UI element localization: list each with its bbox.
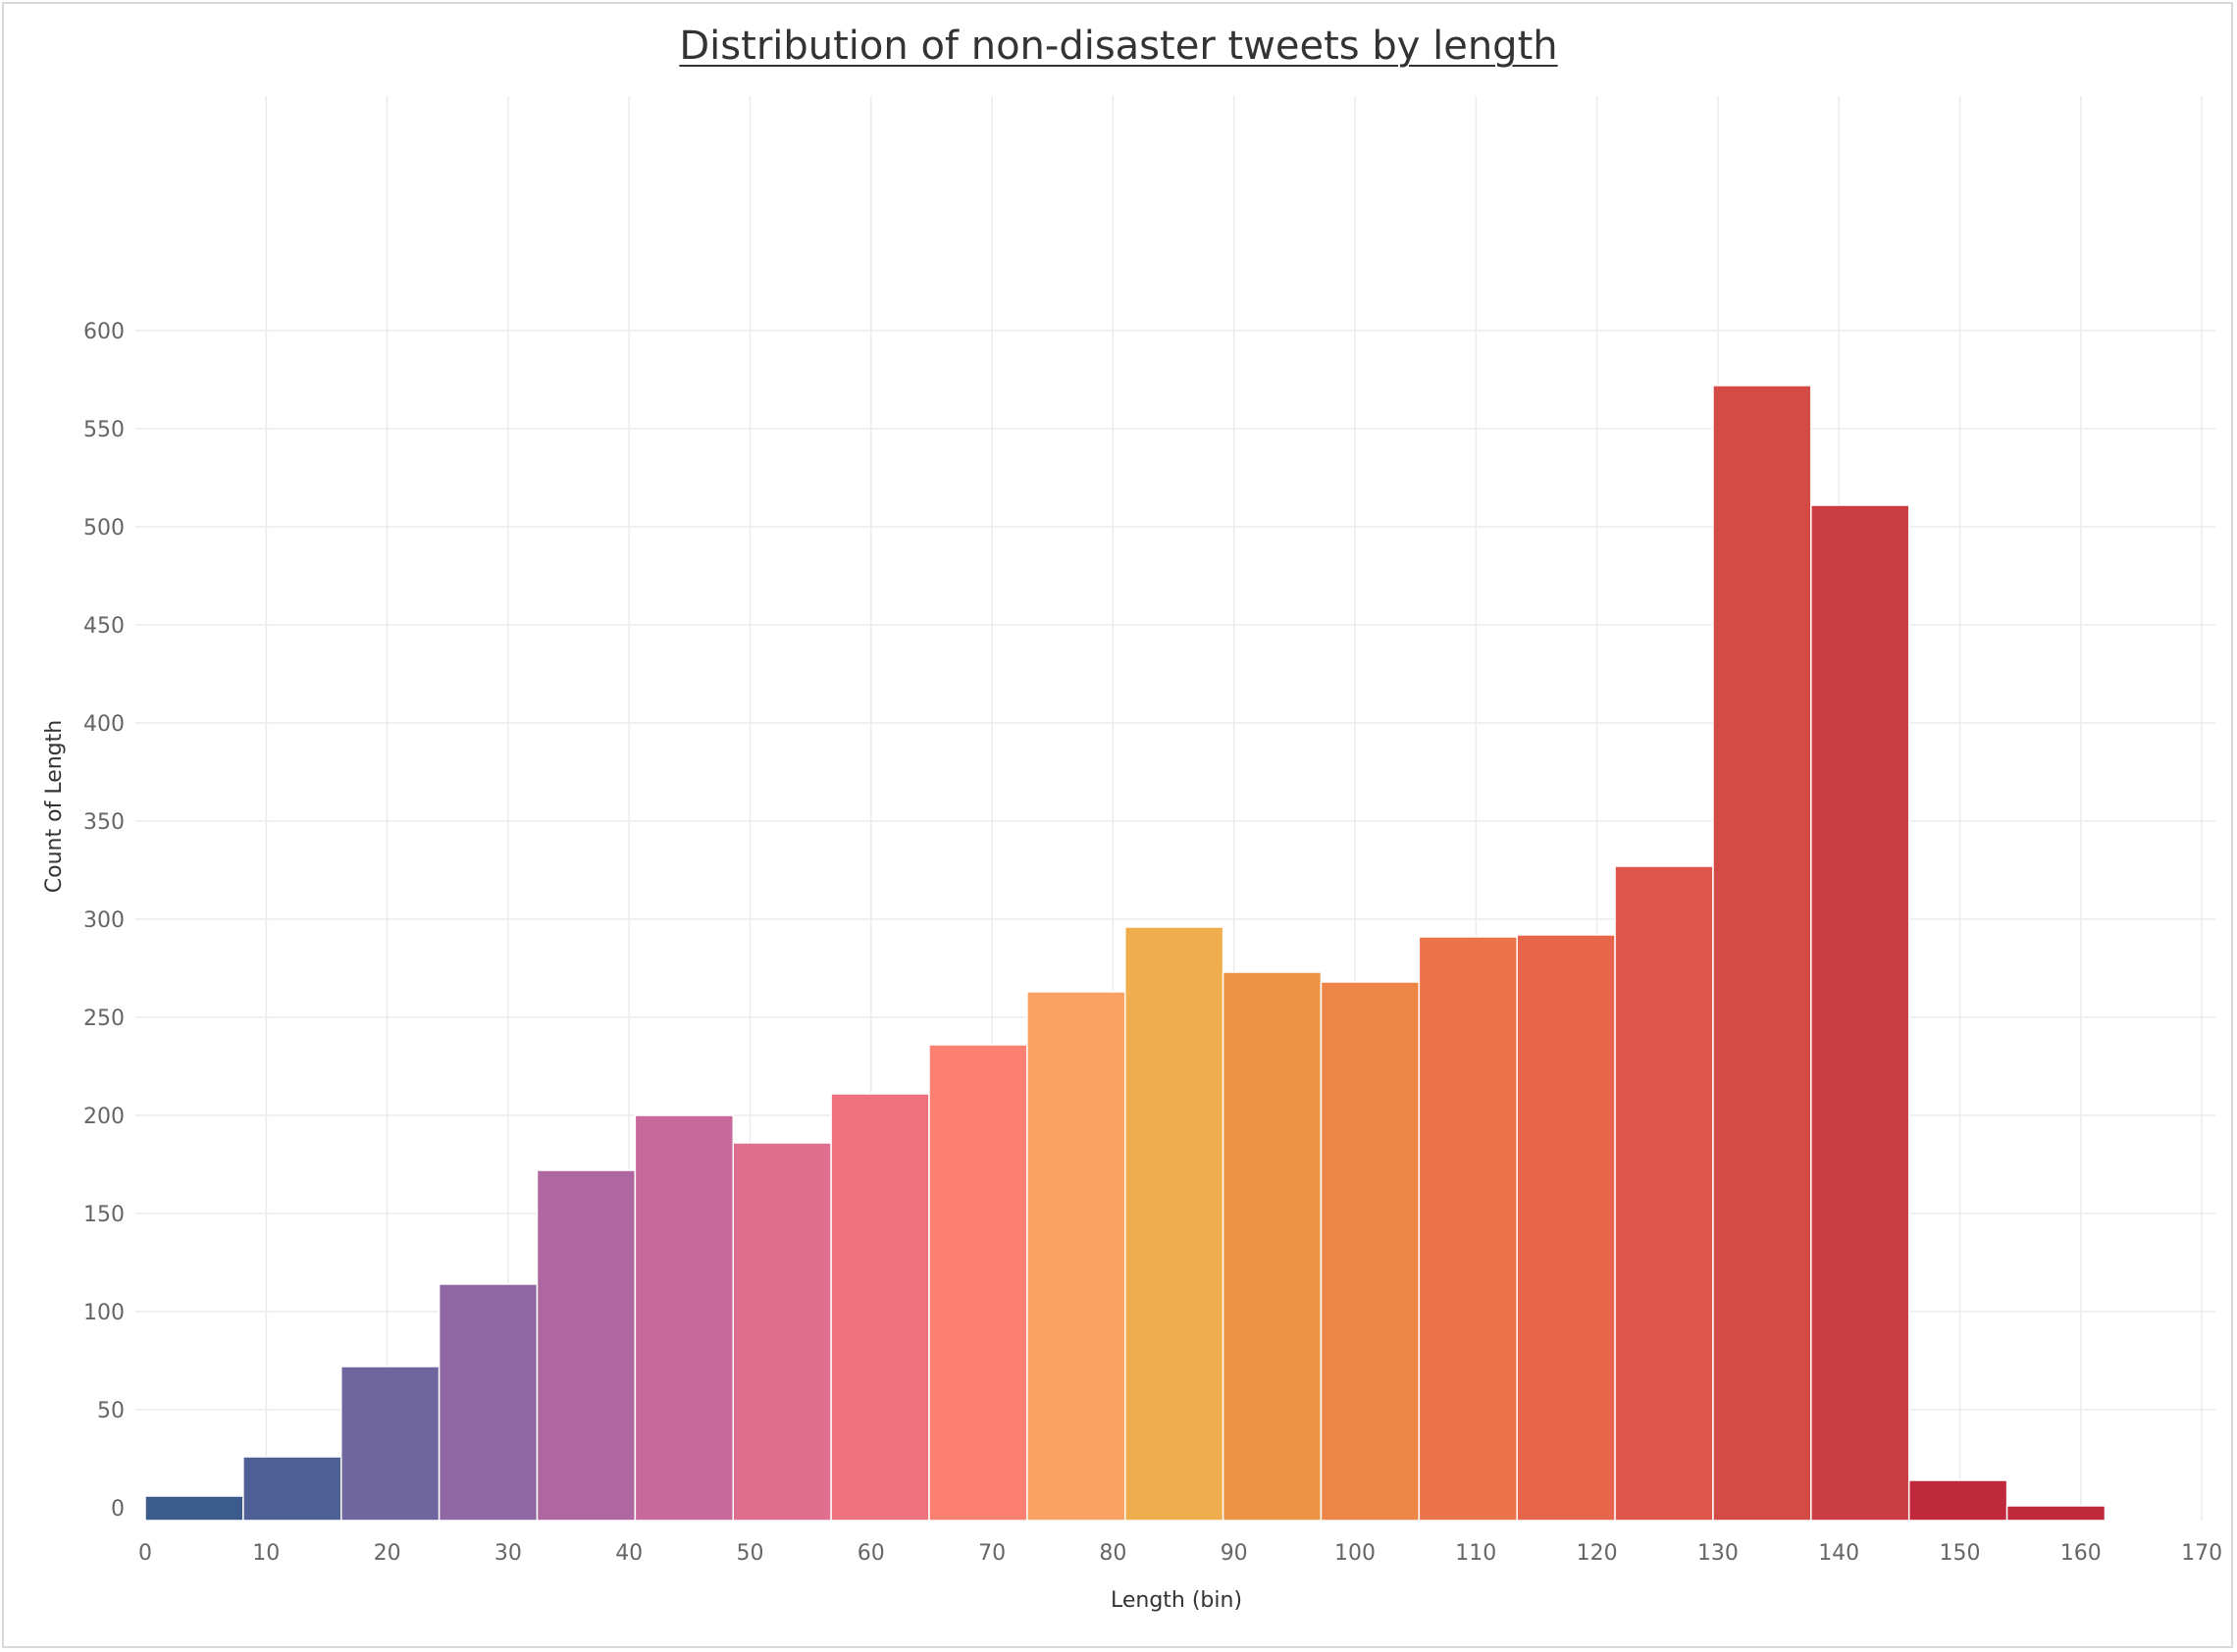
- x-tick-label: 70: [978, 1541, 1006, 1566]
- histogram-bar: [1810, 504, 1910, 1522]
- y-tick-label: 350: [83, 810, 125, 835]
- x-tick-label: 10: [252, 1541, 280, 1566]
- x-tick-label: 110: [1455, 1541, 1496, 1566]
- histogram-bar: [1418, 936, 1518, 1522]
- y-tick-label: 400: [83, 712, 125, 737]
- y-axis-tick-labels: 0 50 100 150 200 250 300 350 400 450 500 550 600: [83, 320, 125, 1522]
- y-tick-label: 450: [83, 614, 125, 639]
- y-tick-label: 0: [111, 1497, 125, 1522]
- x-tick-label: 40: [615, 1541, 643, 1566]
- x-axis-title: Length (bin): [1111, 1588, 1242, 1613]
- y-tick-label: 600: [83, 320, 125, 344]
- histogram-bar: [242, 1456, 342, 1522]
- x-tick-label: 20: [374, 1541, 401, 1566]
- x-tick-label: 30: [494, 1541, 522, 1566]
- histogram-bar: [732, 1142, 832, 1522]
- x-tick-label: 150: [1940, 1541, 1981, 1566]
- histogram-bar: [1614, 865, 1714, 1522]
- histogram-bar: [1712, 385, 1812, 1522]
- y-tick-label: 550: [83, 418, 125, 442]
- x-tick-label: 140: [1818, 1541, 1859, 1566]
- x-tick-label: 90: [1221, 1541, 1248, 1566]
- x-tick-label: 50: [737, 1541, 764, 1566]
- x-tick-label: 160: [2060, 1541, 2102, 1566]
- histogram-bars: [144, 385, 2107, 1522]
- histogram-bar: [1320, 981, 1421, 1522]
- y-tick-label: 100: [83, 1301, 125, 1325]
- y-tick-label: 500: [83, 516, 125, 541]
- histogram-bar: [1907, 1479, 2008, 1522]
- histogram-bar: [536, 1169, 637, 1522]
- histogram-bar: [928, 1044, 1028, 1522]
- x-axis-tick-labels: 0 10 20 30 40 50 60 70 80 90 100 110 120 130 140 150 160…: [138, 1541, 2222, 1566]
- histogram-bar: [144, 1495, 244, 1522]
- histogram-bar: [438, 1283, 539, 1522]
- x-tick-label: 170: [2181, 1541, 2222, 1566]
- x-tick-label: 130: [1697, 1541, 1739, 1566]
- histogram-bar: [1222, 971, 1323, 1522]
- histogram-bar: [830, 1093, 930, 1522]
- x-tick-label: 60: [858, 1541, 885, 1566]
- histogram-bar: [1516, 934, 1616, 1522]
- histogram-bar: [1123, 926, 1224, 1522]
- x-tick-label: 80: [1099, 1541, 1126, 1566]
- y-tick-label: 50: [97, 1399, 125, 1423]
- histogram-bar: [339, 1366, 441, 1522]
- x-tick-label: 0: [138, 1541, 152, 1566]
- x-tick-label: 100: [1334, 1541, 1376, 1566]
- histogram-bar: [1026, 991, 1126, 1522]
- y-tick-label: 300: [83, 908, 125, 933]
- chart-title: Distribution of non-disaster tweets by l…: [679, 24, 1558, 69]
- y-tick-label: 250: [83, 1007, 125, 1031]
- x-tick-label: 120: [1577, 1541, 1618, 1566]
- y-tick-label: 150: [83, 1203, 125, 1227]
- y-tick-label: 200: [83, 1105, 125, 1129]
- y-axis-title: Count of Length: [42, 720, 67, 893]
- histogram-bar: [634, 1114, 734, 1522]
- histogram-bar: [2005, 1505, 2107, 1522]
